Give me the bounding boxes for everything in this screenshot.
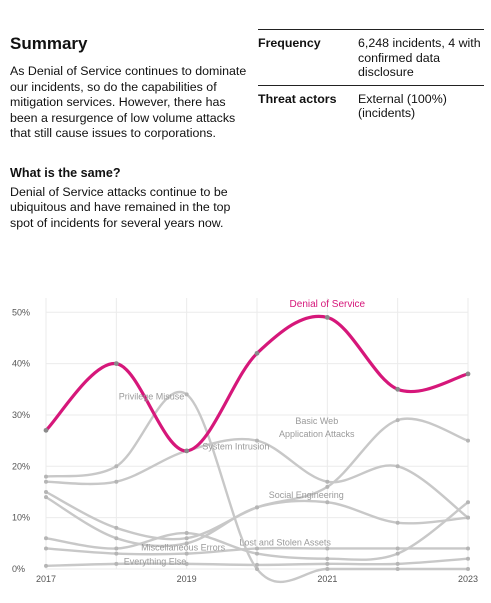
chart-grid [45,298,469,570]
series-label: System Intrusion [202,441,269,451]
data-point-denial-of-service [395,386,401,392]
series-label: Denial of Service [290,299,366,310]
y-tick-label: 40% [12,359,30,369]
data-point-lost-and-stolen-assets [395,546,400,551]
x-tick-label: 2019 [177,574,197,584]
data-point-miscellaneous-errors [184,531,189,536]
data-point-lost-and-stolen-assets [255,546,259,551]
data-point-privilege-misuse [184,392,189,397]
data-point-lost-and-stolen-assets [325,546,330,551]
data-point-lost-and-stolen-assets [184,551,189,556]
y-tick-label: 10% [12,513,30,523]
summary-body: As Denial of Service continues to domina… [10,64,247,140]
data-point-basic-web-application-attacks [325,484,330,489]
data-point-miscellaneous-errors [466,500,470,505]
data-point-privilege-misuse [466,567,470,571]
data-point-everything-else [44,563,48,568]
data-point-social-engineering [114,536,119,541]
data-point-denial-of-service [43,427,49,433]
fact-row-frequency: Frequency 6,248 incidents, 4 with confir… [258,30,484,80]
series-label: Lost and Stolen Assets [239,537,331,547]
chart-axis-ticks: 0% 10% 20% 30% 40% 50% 2017 2019 2021 2023 [12,307,478,584]
data-point-social-engineering [44,495,48,500]
fact-value: 6,248 incidents, 4 with confirmed data d… [358,36,481,79]
fact-value: External (100%) (incidents) [358,91,447,121]
data-point-lost-and-stolen-assets [44,546,48,551]
data-point-everything-else [255,562,259,567]
data-point-system-intrusion [395,464,400,469]
x-tick-label: 2017 [36,574,56,584]
y-tick-label: 30% [12,410,30,420]
data-point-privilege-misuse [325,567,330,571]
data-point-denial-of-service [113,361,119,367]
y-tick-label: 20% [12,461,30,471]
series-label: Miscellaneous Errors [141,543,226,553]
data-point-basic-web-application-attacks [44,489,48,494]
series-label: Basic Web [295,416,338,426]
x-tick-label: 2021 [317,574,337,584]
summary-section: Summary As Denial of Service continues t… [10,34,250,231]
data-point-basic-web-application-attacks [184,536,189,541]
data-point-social-engineering [325,500,330,505]
series-label: Privilege Misuse [119,392,185,402]
data-point-miscellaneous-errors [395,551,400,556]
series-label: Application Attacks [279,429,355,439]
series-line-privilege-misuse [44,390,470,584]
chart-series [43,314,471,584]
data-point-system-intrusion [44,479,48,484]
incident-pattern-chart: Denial of Service Privilege Misuse System … [12,298,478,584]
data-point-denial-of-service [465,371,471,377]
data-point-social-engineering [395,520,400,525]
data-point-social-engineering [184,541,189,546]
data-point-basic-web-application-attacks [395,418,400,423]
data-point-social-engineering [255,505,259,510]
data-point-basic-web-application-attacks [114,525,119,530]
data-point-everything-else [325,561,330,566]
data-point-miscellaneous-errors [325,556,330,561]
data-point-everything-else [466,556,470,561]
data-point-everything-else [114,561,119,566]
data-point-system-intrusion [255,438,259,443]
data-point-denial-of-service [324,315,330,320]
fact-label: Frequency [258,36,321,50]
data-point-privilege-misuse [114,464,119,469]
data-point-lost-and-stolen-assets [466,546,470,551]
data-point-miscellaneous-errors [114,546,119,551]
data-point-denial-of-service [254,350,260,356]
series-label: Everything Else [124,556,187,566]
data-point-privilege-misuse [44,474,48,479]
x-tick-label: 2023 [458,574,478,584]
same-heading: What is the same? [10,165,121,180]
data-point-denial-of-service [184,448,190,454]
data-point-privilege-misuse [255,567,259,571]
series-label: Social Engineering [269,490,344,500]
chart-series-labels: Denial of Service Privilege Misuse System … [119,299,366,566]
same-body: Denial of Service attacks continue to be… [10,184,231,230]
data-point-everything-else [184,561,189,566]
data-point-everything-else [395,561,400,566]
data-point-social-engineering [466,515,470,520]
data-point-miscellaneous-errors [255,551,259,556]
fact-label: Threat actors [258,91,337,106]
y-tick-label: 50% [12,307,30,317]
y-tick-label: 0% [12,564,25,574]
data-point-system-intrusion [325,479,330,484]
fact-row-threat-actors: Threat actors External (100%) (incidents… [258,84,484,121]
data-point-privilege-misuse [395,567,400,571]
facts-table: Frequency 6,248 incidents, 4 with confir… [258,29,484,121]
data-point-miscellaneous-errors [44,536,48,541]
data-point-basic-web-application-attacks [466,438,470,443]
data-point-system-intrusion [114,479,119,484]
data-point-lost-and-stolen-assets [114,551,119,556]
summary-title: Summary [10,34,88,53]
